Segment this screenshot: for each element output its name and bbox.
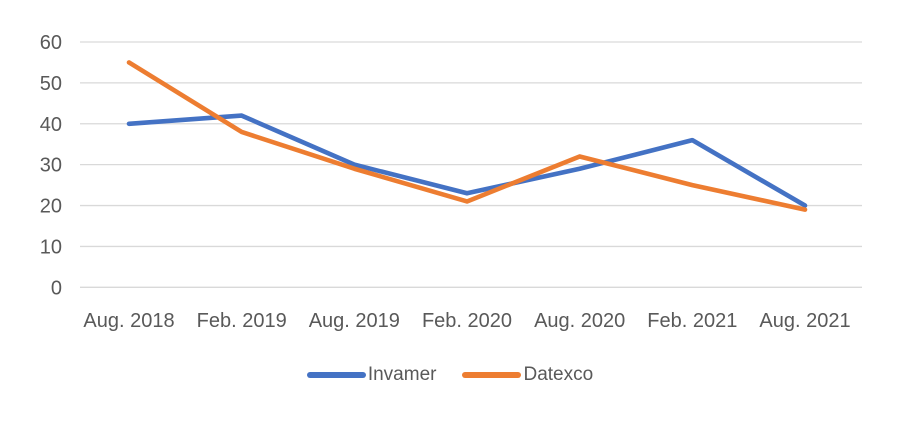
y-axis-tick-label: 10	[40, 236, 62, 258]
x-axis-category-label: Aug. 2021	[759, 310, 850, 332]
x-axis-category-label: Feb. 2020	[422, 310, 512, 332]
x-axis-category-label: Aug. 2018	[83, 310, 174, 332]
x-axis-category-label: Feb. 2021	[647, 310, 737, 332]
series-lines-group	[126, 60, 808, 212]
y-axis-tick-label: 50	[40, 73, 62, 95]
y-axis-tick-label: 20	[40, 196, 62, 218]
y-axis-tick-label: 30	[40, 155, 62, 177]
legend-item-datexco: Datexco	[462, 362, 593, 388]
y-axis-tick-label: 40	[40, 114, 62, 136]
y-axis-tick-label: 0	[51, 277, 62, 299]
legend-label-datexco: Datexco	[523, 364, 594, 385]
x-axis-category-label: Feb. 2019	[197, 310, 287, 332]
chart-legend: Invamer Datexco	[0, 362, 900, 388]
series-line-invamer	[126, 113, 808, 208]
y-axis-labels-group: 0 10 20 30 40 50 60	[40, 32, 62, 299]
legend-line-swatch-invamer	[306, 372, 366, 378]
legend-line-swatch-datexco	[462, 372, 522, 378]
x-axis-category-label: Aug. 2020	[534, 310, 625, 332]
series-line-datexco	[126, 60, 808, 212]
x-axis-category-label: Aug. 2019	[309, 310, 400, 332]
x-axis-labels-group: Aug. 2018 Feb. 2019 Aug. 2019 Feb. 2020 Aug.…	[83, 310, 850, 332]
y-axis-tick-label: 60	[40, 32, 62, 54]
gridlines-group	[80, 41, 862, 288]
legend-item-invamer: Invamer	[306, 362, 437, 388]
legend-label-invamer: Invamer	[367, 364, 437, 385]
